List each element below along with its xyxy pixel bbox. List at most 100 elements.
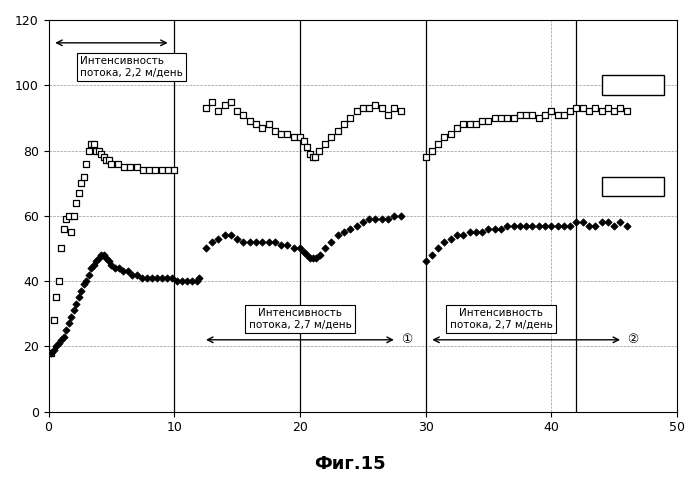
Point (571, 218, 582, 226)
Text: Интенсивность
потока, 2,7 м/день: Интенсивность потока, 2,7 м/день (449, 308, 552, 330)
Point (458, 231, 469, 239)
Point (270, 238, 281, 246)
Point (88, 140, 99, 148)
Point (395, 212, 406, 219)
Point (426, 251, 438, 259)
Point (477, 117, 488, 125)
Point (363, 104, 374, 112)
Point (571, 104, 582, 112)
Text: Фиг.15: Фиг.15 (314, 455, 386, 473)
Point (55, 245, 66, 252)
Point (146, 274, 158, 282)
Point (213, 235, 224, 242)
Point (91, 258, 102, 265)
Point (219, 231, 230, 239)
Point (176, 277, 188, 285)
Point (540, 222, 551, 229)
Point (113, 264, 125, 272)
Point (169, 166, 180, 174)
Point (583, 108, 594, 115)
Point (502, 222, 513, 229)
Point (191, 277, 202, 285)
Point (101, 156, 112, 164)
Point (439, 238, 450, 246)
Point (577, 218, 588, 226)
Point (96, 251, 107, 259)
Point (131, 163, 142, 171)
Point (332, 127, 343, 135)
Point (150, 166, 161, 174)
Point (433, 140, 444, 148)
Point (76, 179, 87, 187)
Point (382, 111, 393, 119)
Point (50, 343, 62, 350)
Point (78, 281, 90, 288)
Point (206, 238, 218, 246)
Point (48, 346, 60, 353)
Point (589, 222, 601, 229)
Point (91, 147, 102, 154)
Point (439, 134, 450, 141)
Point (200, 245, 211, 252)
Point (583, 222, 594, 229)
Point (74, 293, 85, 301)
Point (376, 104, 387, 112)
Point (66, 228, 77, 236)
Point (131, 271, 142, 278)
Point (80, 277, 92, 285)
Point (357, 104, 368, 112)
Point (452, 231, 463, 239)
Point (238, 238, 249, 246)
Point (533, 114, 545, 122)
Point (104, 258, 115, 265)
Point (206, 98, 218, 106)
Point (426, 147, 438, 154)
Point (313, 147, 324, 154)
Point (302, 251, 313, 259)
Point (596, 108, 607, 115)
Point (464, 228, 475, 236)
Point (477, 228, 488, 236)
Point (602, 218, 613, 226)
Point (326, 238, 337, 246)
Point (200, 104, 211, 112)
Point (156, 166, 167, 174)
Text: ①: ① (401, 333, 412, 346)
Point (433, 245, 444, 252)
Point (85, 264, 97, 272)
Point (344, 225, 356, 233)
Point (502, 114, 513, 122)
Text: ②: ② (627, 333, 638, 346)
Point (565, 108, 576, 115)
Point (71, 300, 82, 308)
Point (533, 222, 545, 229)
Point (527, 222, 538, 229)
Point (55, 336, 66, 344)
Bar (601, 177, 664, 196)
Point (166, 274, 177, 282)
Point (527, 111, 538, 119)
Point (546, 222, 557, 229)
Point (68, 306, 79, 314)
Point (98, 153, 109, 161)
Point (351, 222, 362, 229)
Point (514, 222, 526, 229)
Point (276, 241, 287, 249)
Point (295, 245, 306, 252)
Point (319, 245, 330, 252)
Point (332, 231, 343, 239)
Point (307, 254, 318, 262)
Point (351, 108, 362, 115)
Point (251, 238, 262, 246)
Point (319, 140, 330, 148)
Point (559, 111, 570, 119)
Point (61, 215, 72, 223)
Point (608, 108, 620, 115)
Point (311, 254, 322, 262)
Point (61, 326, 72, 334)
Point (370, 101, 381, 109)
Point (596, 218, 607, 226)
Point (101, 254, 112, 262)
Point (470, 228, 482, 236)
Point (104, 156, 115, 164)
